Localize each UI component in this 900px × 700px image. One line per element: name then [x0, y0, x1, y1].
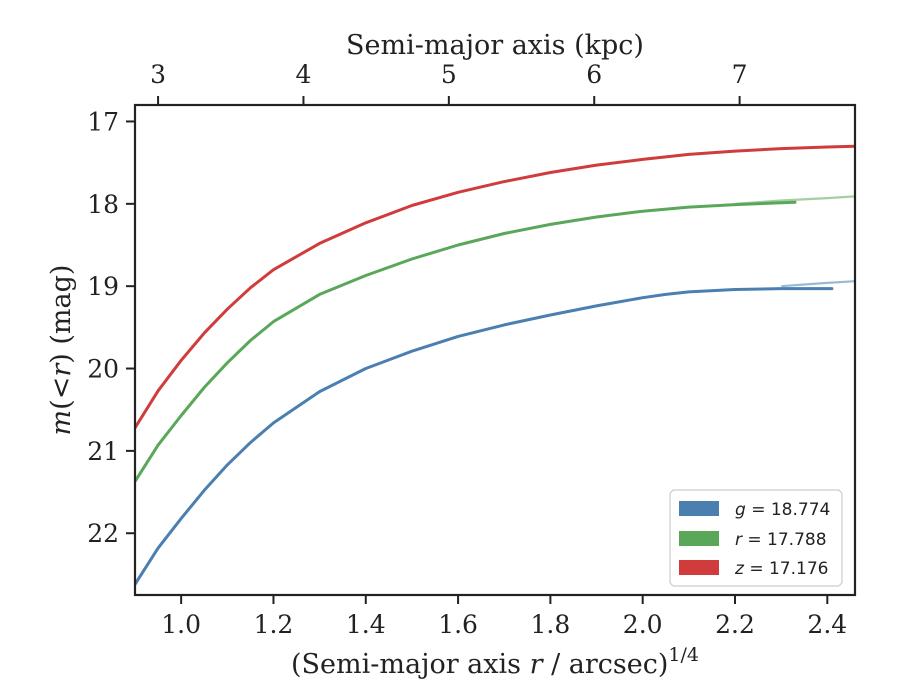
x-tick-label: 1.6: [438, 610, 478, 639]
plot-frame: [133, 103, 857, 597]
top-tick-label: 6: [586, 60, 602, 89]
y-tick-label: 19: [87, 272, 119, 301]
y-tick-label: 21: [87, 437, 119, 466]
left-axis-ticks: 17 18 19 20 21 22: [87, 107, 135, 548]
legend-label-z: z = 17.176: [734, 559, 828, 579]
legend: g = 18.774 r = 17.788 z = 17.176: [669, 489, 843, 587]
legend-label-r: r = 17.788: [735, 530, 827, 550]
y-tick-label: 20: [87, 355, 119, 384]
y-tick-label: 17: [87, 107, 119, 136]
x-tick-label: 1.8: [531, 610, 571, 639]
x-tick-label: 2.4: [807, 610, 847, 639]
x-tick-label: 1.2: [254, 610, 294, 639]
top-tick-label: 7: [732, 60, 748, 89]
top-tick-label: 4: [296, 60, 312, 89]
legend-swatch-z: [679, 560, 719, 575]
y-axis-label: m(<r) (mag): [46, 265, 77, 436]
series-g-line: [135, 287, 834, 586]
x-tick-label: 2.2: [715, 610, 755, 639]
series-r-line: [135, 200, 797, 483]
y-tick-label: 22: [87, 519, 119, 548]
legend-entry-r: r = 17.788: [679, 530, 827, 550]
curves-layer: [135, 144, 855, 586]
x-axis-label: (Semi-major axis r / arcsec)1/4: [291, 644, 699, 680]
top-axis-ticks: 3 4 5 6 7: [150, 60, 748, 105]
legend-swatch-g: [679, 501, 719, 516]
x-tick-label: 2.0: [623, 610, 663, 639]
x-tick-label: 1.4: [346, 610, 386, 639]
series-z-line: [135, 144, 855, 430]
legend-entry-g: g = 18.774: [679, 500, 830, 520]
x-tick-label: 1.0: [161, 610, 201, 639]
bottom-axis-ticks: 1.0 1.2 1.4 1.6 1.8 2.0 2.2 2.4: [161, 595, 847, 639]
legend-entry-z: z = 17.176: [679, 559, 828, 579]
top-axis-label: Semi-major axis (kpc): [346, 30, 644, 61]
top-tick-label: 5: [441, 60, 457, 89]
series-g-extension-line: [781, 280, 855, 288]
y-tick-label: 18: [87, 190, 119, 219]
series-r-extension-line: [734, 195, 855, 205]
legend-label-g: g = 18.774: [735, 500, 830, 520]
top-tick-label: 3: [150, 60, 166, 89]
legend-swatch-r: [679, 531, 719, 546]
